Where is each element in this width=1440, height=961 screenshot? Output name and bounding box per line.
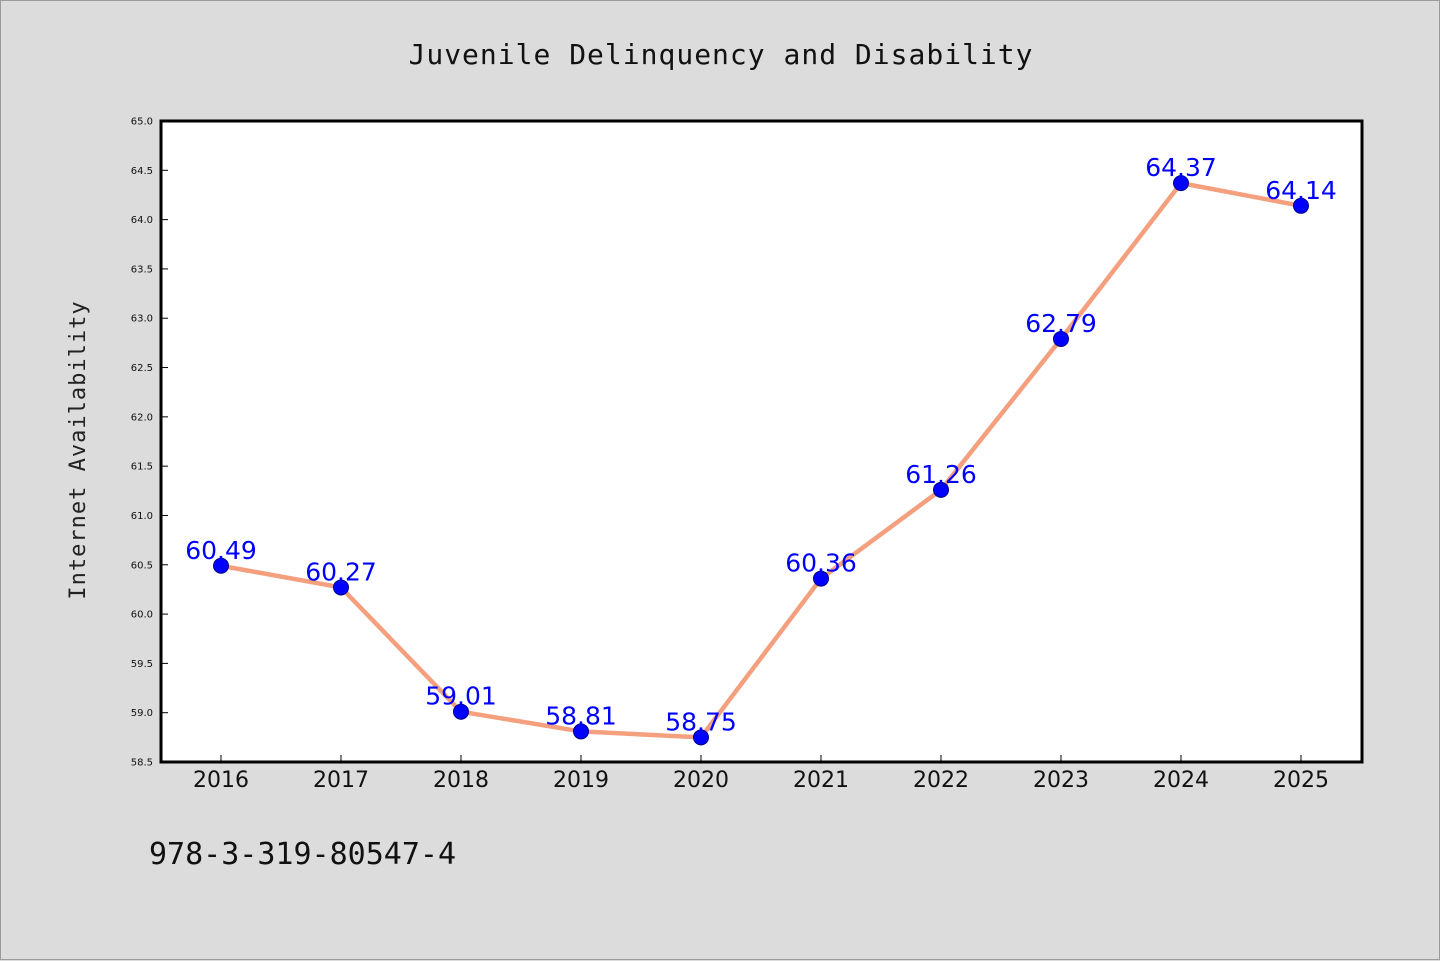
data-label: 60.27 [305, 557, 377, 586]
data-label: 58.81 [545, 701, 617, 730]
data-point [933, 481, 949, 498]
x-tick-label: 2022 [913, 768, 969, 793]
y-tick-label: 59.0 [131, 708, 153, 719]
x-tick-label: 2024 [1153, 768, 1209, 793]
data-point [453, 703, 469, 720]
chart-title: Juvenile Delinquency and Disability [408, 38, 1033, 71]
data-point [333, 579, 349, 596]
y-tick-label: 58.5 [131, 758, 153, 769]
data-label: 61.26 [905, 460, 977, 489]
y-tick-label: 60.0 [131, 610, 153, 621]
y-tick-label: 64.5 [131, 166, 153, 177]
y-tick-label: 63.0 [131, 314, 153, 325]
y-tick-label: 64.0 [131, 215, 153, 226]
x-axis-ticks: 2016 2017 2018 2019 2020 2021 2022 2023 2024 2025 [193, 755, 1329, 793]
data-label: 64.37 [1145, 153, 1217, 182]
data-label: 60.36 [785, 549, 857, 578]
data-label: 64.14 [1265, 176, 1337, 205]
x-tick-label: 2019 [553, 768, 609, 793]
plot-area [159, 119, 1364, 764]
y-tick-label: 65.0 [131, 117, 153, 128]
y-axis-label: Internet Availability [66, 300, 91, 599]
y-tick-label: 62.5 [131, 363, 153, 374]
y-tick-label: 59.5 [131, 659, 153, 670]
data-label: 59.01 [425, 682, 497, 711]
y-tick-label: 61.5 [131, 462, 153, 473]
data-series: 60.49 60.27 59.01 58.81 58.75 60.36 61.26 62.79… [185, 153, 1337, 746]
data-point [1053, 330, 1069, 347]
x-tick-label: 2017 [313, 768, 369, 793]
isbn-text: 978-3-319-80547-4 [149, 837, 456, 872]
data-label: 62.79 [1025, 309, 1097, 338]
data-point [693, 729, 709, 746]
x-tick-label: 2020 [673, 768, 729, 793]
data-point [1173, 175, 1189, 192]
y-tick-label: 61.0 [131, 511, 153, 522]
data-label: 58.75 [665, 707, 737, 736]
series-line [218, 180, 1304, 740]
x-tick-label: 2023 [1033, 768, 1089, 793]
y-tick-label: 60.5 [131, 560, 153, 571]
data-label: 60.49 [185, 536, 257, 565]
data-point [573, 723, 589, 740]
y-tick-label: 62.0 [131, 412, 153, 423]
y-axis-ticks: 58.5 59.0 59.5 60.0 60.5 61.0 61.5 62.0 62.5 63.0… [131, 117, 168, 769]
data-point [1293, 197, 1309, 214]
data-point [813, 570, 829, 587]
x-tick-label: 2016 [193, 768, 249, 793]
y-tick-label: 63.5 [131, 264, 153, 275]
x-tick-label: 2025 [1273, 768, 1329, 793]
x-tick-label: 2021 [793, 768, 849, 793]
x-tick-label: 2018 [433, 768, 489, 793]
data-point [213, 557, 229, 574]
